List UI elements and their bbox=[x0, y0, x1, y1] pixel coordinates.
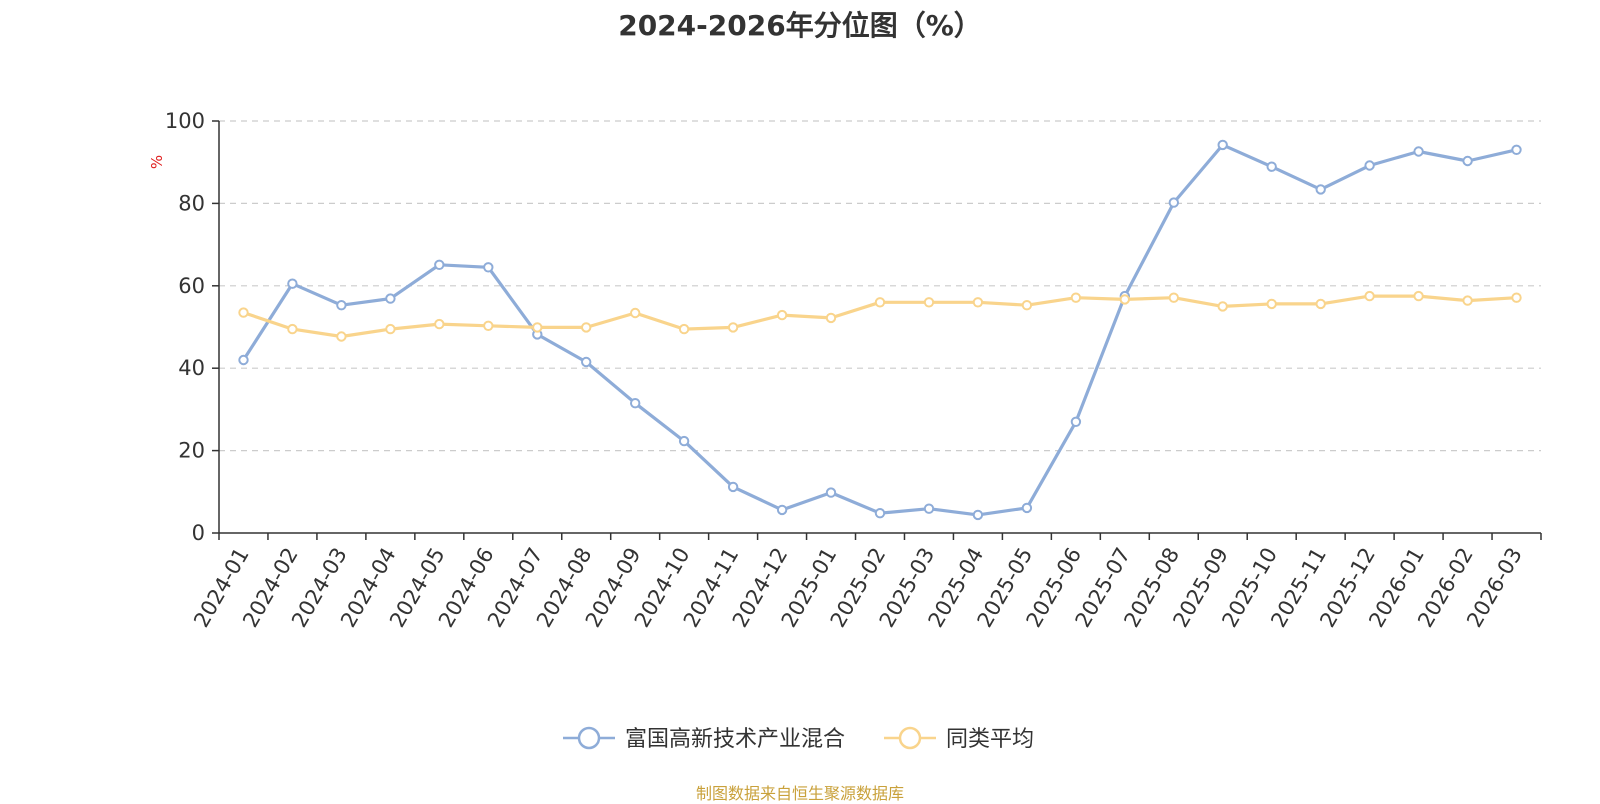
point-s2-2024-09 bbox=[630, 307, 641, 319]
point-s1-2024-09 bbox=[630, 398, 641, 409]
point-s1-2025-05 bbox=[1021, 502, 1033, 514]
point-s1-2024-04 bbox=[385, 293, 396, 304]
point-s2-2024-10 bbox=[678, 323, 690, 335]
point-s2-2024-01 bbox=[238, 307, 249, 318]
point-s1-2025-10 bbox=[1266, 161, 1277, 172]
y-tick-label-40: 40 bbox=[178, 356, 205, 380]
point-s1-2026-01 bbox=[1413, 146, 1424, 157]
point-s2-2024-02 bbox=[287, 323, 298, 335]
y-tick-label-0: 0 bbox=[192, 521, 205, 545]
y-axis-unit: % bbox=[148, 155, 166, 169]
point-s1-2025-02 bbox=[874, 508, 886, 519]
series-line-1 bbox=[242, 143, 1517, 517]
legend-marker-2 bbox=[898, 726, 922, 750]
point-s2-2026-01 bbox=[1413, 290, 1424, 302]
point-s2-2026-03 bbox=[1511, 292, 1522, 303]
point-s2-2024-05 bbox=[434, 318, 445, 330]
point-s1-2026-02 bbox=[1462, 155, 1473, 167]
point-s2-2025-12 bbox=[1364, 290, 1375, 302]
point-s1-2025-01 bbox=[825, 487, 837, 498]
point-s1-2024-12 bbox=[776, 504, 788, 516]
point-s2-2025-09 bbox=[1217, 301, 1228, 312]
point-s2-2024-12 bbox=[776, 309, 788, 321]
legend-marker-1 bbox=[577, 726, 601, 750]
point-s1-2025-04 bbox=[972, 509, 984, 521]
point-s1-2025-08 bbox=[1168, 197, 1180, 208]
point-s1-2024-11 bbox=[727, 481, 739, 493]
legend-label-1: 富国高新技术产业混合 bbox=[625, 727, 845, 752]
point-s1-2024-08 bbox=[581, 356, 592, 368]
source-note: 制图数据来自恒生聚源数据库 bbox=[695, 784, 904, 803]
legend-item-1: 富国高新技术产业混合 bbox=[563, 726, 845, 752]
legend-label-2: 同类平均 bbox=[946, 727, 1034, 752]
chart-title: 2024-2026年分位图（%） bbox=[618, 9, 982, 42]
point-s2-2025-05 bbox=[1021, 300, 1033, 311]
point-s1-2024-03 bbox=[336, 300, 347, 311]
point-s1-2024-10 bbox=[678, 435, 690, 447]
point-s2-2024-08 bbox=[581, 322, 592, 333]
point-s2-2024-03 bbox=[336, 331, 347, 342]
point-s1-2025-09 bbox=[1217, 139, 1228, 151]
point-s2-2025-04 bbox=[972, 297, 984, 308]
point-s2-2025-07 bbox=[1119, 294, 1131, 305]
y-tick-label-60: 60 bbox=[178, 274, 205, 298]
point-s2-2026-02 bbox=[1462, 295, 1473, 306]
point-s2-2025-11 bbox=[1315, 298, 1326, 310]
point-s2-2025-03 bbox=[923, 297, 935, 308]
point-s1-2025-12 bbox=[1364, 160, 1375, 171]
point-s1-2026-03 bbox=[1511, 144, 1522, 156]
point-s1-2025-03 bbox=[923, 503, 935, 514]
y-tick-label-80: 80 bbox=[178, 191, 205, 215]
point-s1-2025-06 bbox=[1070, 416, 1082, 427]
point-s2-2024-06 bbox=[483, 320, 494, 331]
point-s2-2025-06 bbox=[1070, 292, 1082, 303]
point-s1-2025-11 bbox=[1315, 184, 1326, 195]
point-s2-2025-01 bbox=[825, 312, 837, 324]
point-s1-2024-01 bbox=[238, 354, 249, 366]
point-s2-2024-07 bbox=[532, 322, 543, 333]
point-s2-2025-10 bbox=[1266, 298, 1277, 310]
point-s1-2024-05 bbox=[434, 259, 445, 270]
point-s2-2024-11 bbox=[727, 322, 739, 333]
point-s1-2024-06 bbox=[483, 262, 494, 273]
point-s2-2025-08 bbox=[1168, 292, 1180, 303]
y-tick-label-20: 20 bbox=[178, 439, 205, 463]
legend-item-2: 同类平均 bbox=[884, 726, 1034, 752]
point-s2-2025-02 bbox=[874, 297, 886, 308]
point-s2-2024-04 bbox=[385, 323, 396, 335]
y-tick-label-100: 100 bbox=[165, 109, 205, 133]
point-s1-2024-02 bbox=[287, 278, 298, 289]
